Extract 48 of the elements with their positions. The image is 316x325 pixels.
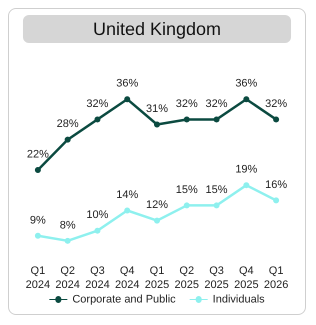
data-label: 10% — [86, 209, 109, 222]
point — [184, 116, 190, 122]
data-label: 16% — [265, 178, 288, 191]
data-label: 31% — [146, 103, 168, 116]
point — [154, 122, 160, 128]
data-label: 15% — [206, 184, 228, 196]
point — [124, 207, 130, 214]
point — [34, 167, 41, 174]
data-label: 22% — [26, 148, 50, 161]
data-label: 32% — [265, 98, 288, 110]
x-tick-label: Q1 2024 — [26, 265, 50, 291]
point — [243, 96, 250, 102]
x-tick-label: Q3 2024 — [85, 265, 110, 291]
chart-title: United Kingdom — [92, 19, 222, 39]
point — [154, 218, 160, 224]
data-label: 36% — [116, 78, 138, 90]
x-tick-label: Q2 2025 — [174, 265, 200, 291]
point — [214, 202, 220, 208]
point — [64, 238, 71, 244]
x-tick-label: Q1 2026 — [264, 265, 288, 291]
data-label: 9% — [30, 214, 46, 226]
legend-label: Individuals — [212, 294, 266, 306]
data-label: 8% — [60, 219, 76, 232]
x-tick-label: Q1 2025 — [144, 265, 170, 291]
data-label: 14% — [116, 188, 138, 201]
point — [34, 232, 41, 239]
point — [94, 116, 100, 122]
data-label: 28% — [56, 118, 79, 130]
legend-label: Corporate and Public — [72, 294, 176, 306]
data-label: 36% — [235, 78, 258, 90]
point — [273, 116, 280, 122]
point — [273, 197, 280, 204]
data-label: 12% — [146, 199, 168, 212]
point — [124, 96, 130, 102]
data-label: 32% — [176, 98, 198, 110]
data-label: 19% — [235, 164, 258, 176]
point — [214, 116, 220, 122]
x-tick-label: Q2 2024 — [55, 265, 80, 291]
x-tick-label: Q3 2025 — [204, 265, 229, 291]
x-tick-label: Q4 2025 — [234, 265, 259, 291]
point — [184, 202, 190, 208]
data-label: 15% — [176, 184, 198, 196]
data-label: 32% — [206, 98, 228, 110]
point — [243, 182, 250, 188]
data-label: 32% — [86, 98, 109, 110]
x-tick-label: Q4 2024 — [114, 265, 140, 291]
point — [64, 136, 71, 143]
point — [94, 228, 100, 234]
